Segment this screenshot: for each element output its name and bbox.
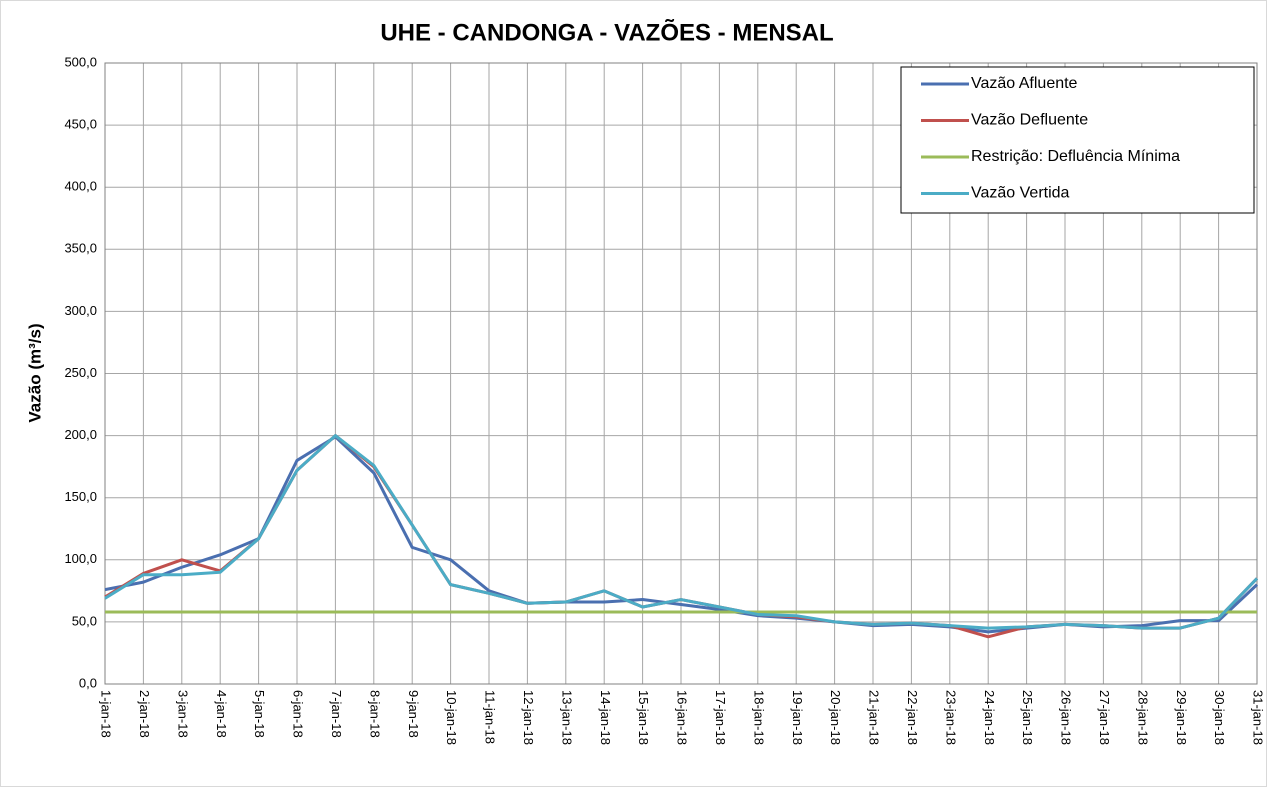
x-tick-label: 15-jan-18: [636, 690, 651, 745]
y-tick-label: 400,0: [64, 179, 97, 194]
x-tick-label: 18-jan-18: [751, 690, 766, 745]
x-tick-label: 13-jan-18: [559, 690, 574, 745]
x-tick-label: 27-jan-18: [1097, 690, 1112, 745]
y-tick-label: 200,0: [64, 427, 97, 442]
x-tick-label: 5-jan-18: [252, 690, 267, 738]
chart-title: UHE - CANDONGA - VAZÕES - MENSAL: [380, 18, 833, 46]
series-line: [104, 434, 1259, 630]
x-tick-label: 10-jan-18: [444, 690, 459, 745]
y-tick-label: 150,0: [64, 489, 97, 504]
x-tick-label: 1-jan-18: [99, 690, 114, 738]
x-tick-label: 19-jan-18: [790, 690, 805, 745]
legend-label: Restrição: Defluência Mínima: [971, 148, 1180, 165]
y-tick-label: 350,0: [64, 241, 97, 256]
x-tick-label: 23-jan-18: [943, 690, 958, 745]
x-tick-label: 25-jan-18: [1020, 690, 1035, 745]
y-tick-label: 450,0: [64, 117, 97, 132]
x-tick-label: 20-jan-18: [828, 690, 843, 745]
x-tick-label: 26-jan-18: [1059, 690, 1074, 745]
legend-label: Vazão Afluente: [971, 75, 1078, 92]
x-tick-label: 12-jan-18: [521, 690, 536, 745]
legend-label: Vazão Defluente: [971, 112, 1088, 129]
x-tick-label: 16-jan-18: [675, 690, 690, 745]
y-tick-label: 100,0: [64, 551, 97, 566]
x-tick-label: 8-jan-18: [367, 690, 382, 738]
x-tick-label: 6-jan-18: [291, 690, 306, 738]
x-tick-label: 22-jan-18: [905, 690, 920, 745]
legend-box: [900, 66, 1255, 214]
x-tick-label: 29-jan-18: [1174, 690, 1189, 745]
y-tick-label: 0,0: [79, 675, 97, 690]
y-axis-label: Vazão (m³/s): [25, 323, 44, 422]
x-tick-label: 31-jan-18: [1251, 690, 1266, 745]
x-tick-label: 11-jan-18: [483, 690, 498, 744]
plot-border: [104, 62, 1258, 685]
x-tick-label: 28-jan-18: [1135, 690, 1150, 745]
x-tick-label: 14-jan-18: [598, 690, 613, 745]
x-tick-label: 21-jan-18: [867, 690, 882, 745]
x-tick-label: 3-jan-18: [175, 690, 190, 738]
x-tick-label: 17-jan-18: [713, 690, 728, 745]
legend-label: Vazão Vertida: [971, 185, 1070, 202]
x-tick-label: 2-jan-18: [137, 690, 152, 738]
y-tick-label: 500,0: [64, 54, 97, 69]
y-tick-label: 50,0: [72, 613, 97, 628]
x-tick-label: 9-jan-18: [406, 690, 421, 738]
x-tick-label: 24-jan-18: [982, 690, 997, 745]
x-tick-label: 30-jan-18: [1212, 690, 1227, 745]
x-tick-label: 4-jan-18: [214, 690, 229, 738]
x-tick-label: 7-jan-18: [329, 690, 344, 738]
y-tick-label: 250,0: [64, 365, 97, 380]
y-tick-label: 300,0: [64, 303, 97, 318]
